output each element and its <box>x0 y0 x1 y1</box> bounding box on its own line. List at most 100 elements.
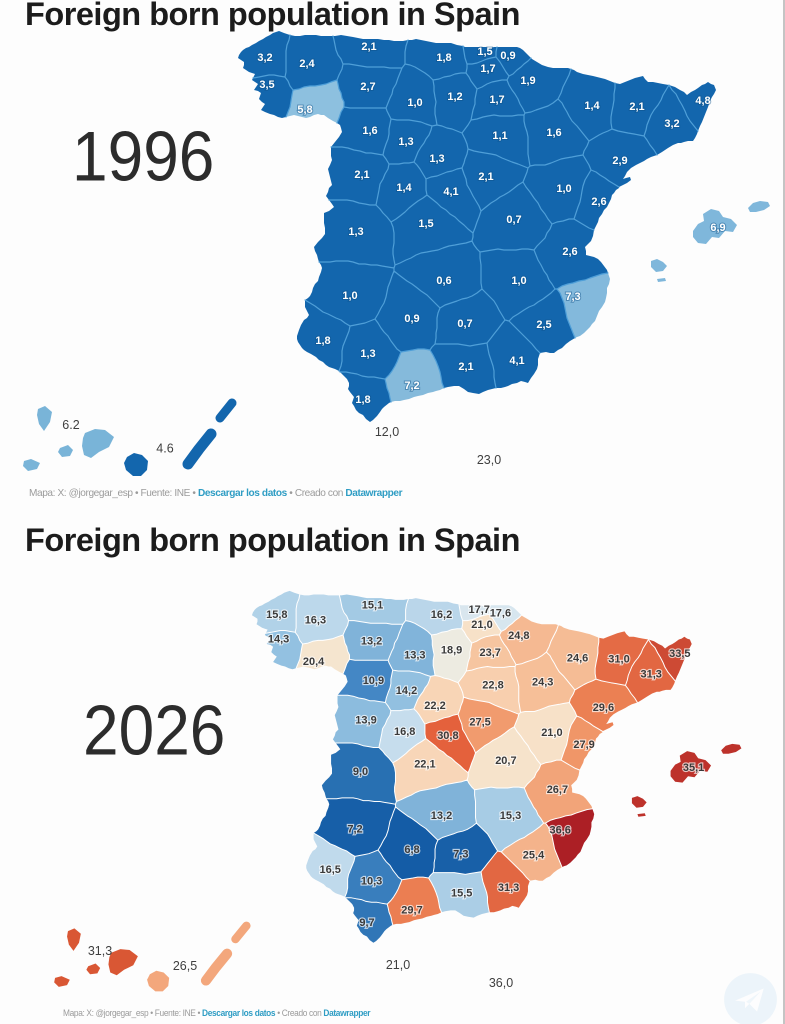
value-label-burgos-2026: 18,9 <box>441 644 462 656</box>
value-label-cuenca-1996: 0,7 <box>506 214 521 226</box>
datawrapper-link[interactable]: Datawrapper <box>323 1007 371 1019</box>
province-toledo-2026 <box>392 738 469 802</box>
value-label-girona-2026: 33,5 <box>669 648 690 660</box>
datawrapper-link[interactable]: Datawrapper <box>345 487 403 499</box>
province-salamanca-1996 <box>326 147 389 205</box>
value-label-granada-1996: 2,1 <box>458 361 473 373</box>
province-soria-2026 <box>458 666 521 715</box>
telegram-watermark-icon <box>724 973 777 1024</box>
province-soria-1996 <box>462 115 530 168</box>
footer-separator: • <box>134 487 139 499</box>
value-label-huesca-1996: 1,4 <box>584 100 600 112</box>
value-label-valladolid-2026: 14,2 <box>396 685 417 697</box>
value-label-lugo-2026: 16,3 <box>305 615 326 627</box>
province-huelva-2026 <box>306 833 355 897</box>
value-label-guadalajara-2026: 27,5 <box>469 716 490 728</box>
footer-separator: • <box>192 487 196 499</box>
map-1996-labels: 3,2 2,4 3,5 5,8 2,1 1,8 1,5 0,9 1,7 1,9 1,7 1,2 1,0 2… <box>62 40 726 467</box>
province-las_palmas-2026 <box>147 970 170 992</box>
province-zaragoza-1996 <box>524 99 589 166</box>
value-label-cordoba-1996: 0,9 <box>404 313 419 325</box>
value-label-malaga-1996: 7,2 <box>404 380 419 392</box>
province-tenerife_prov-1996 <box>37 406 52 431</box>
province-granada-2026 <box>428 871 490 918</box>
province-baleares-2026 <box>637 813 646 817</box>
province-cordoba-2026 <box>378 806 438 880</box>
value-label-badajoz-1996: 1,0 <box>342 290 357 302</box>
province-alicante-1996 <box>557 273 610 338</box>
province-borders-2026 <box>265 594 676 926</box>
value-label-bizkaia-1996: 1,5 <box>477 46 492 58</box>
province-jaen-2026 <box>433 823 498 875</box>
value-label-albacete-2026: 15,3 <box>500 810 521 822</box>
footer-separator: • <box>289 487 293 499</box>
paper-plane-fold <box>746 991 761 1004</box>
value-label-ourense-2026: 20,4 <box>303 656 325 668</box>
value-label-tenerife_prov-2026: 31,3 <box>88 944 112 958</box>
value-label-melilla-2026: 36,0 <box>489 976 513 990</box>
province-zaragoza-2026 <box>515 652 575 713</box>
value-label-palencia-1996: 1,0 <box>407 97 422 109</box>
footer-credit: Mapa: X: @jorgegar_esp • Fuente: INE • <box>63 1008 202 1019</box>
province-cuenca-2026 <box>467 726 541 790</box>
value-label-huesca-2026: 24,6 <box>567 652 588 664</box>
province-tenerife_prov-2026 <box>86 963 101 975</box>
value-label-madrid-1996: 4,1 <box>443 186 458 198</box>
province-caceres-2026 <box>321 743 397 805</box>
map-2026-shapes <box>54 590 742 992</box>
value-label-melilla-1996: 23,0 <box>477 453 501 467</box>
value-label-valencia-1996: 2,6 <box>562 246 577 258</box>
province-pontevedra-1996 <box>252 75 293 118</box>
value-label-teruel-1996: 1,0 <box>556 183 571 195</box>
value-label-salamanca-1996: 2,1 <box>354 169 369 181</box>
value-label-valencia-2026: 26,7 <box>547 784 568 796</box>
value-label-castellon-2026: 27,9 <box>573 739 594 751</box>
value-label-a_coruna-1996: 3,2 <box>257 52 272 64</box>
download-data-link[interactable]: Descargar los datos <box>202 1007 276 1019</box>
value-label-zamora-1996: 1,6 <box>362 125 377 137</box>
province-malaga-2026 <box>387 877 442 925</box>
province-lleida-2026 <box>595 631 649 686</box>
province-zamora-1996 <box>331 107 391 155</box>
value-label-teruel-2026: 21,0 <box>541 727 562 739</box>
value-label-asturias-2026: 15,1 <box>362 599 383 611</box>
province-baleares-1996 <box>693 209 737 244</box>
value-label-burgos-1996: 1,2 <box>447 91 462 103</box>
value-label-tarragona-2026: 29,6 <box>593 702 614 714</box>
province-a_coruna-2026 <box>251 590 300 634</box>
value-label-palencia-2026: 13,3 <box>404 650 425 662</box>
province-almeria-1996 <box>487 320 540 388</box>
province-a_coruna-1996 <box>238 31 290 78</box>
province-lugo-2026 <box>295 594 349 644</box>
footer-author-text: Mapa: X: @jorgegar_esp <box>29 487 133 499</box>
province-leon-1996 <box>337 64 402 108</box>
value-label-ourense-1996: 5,8 <box>297 104 312 116</box>
province-guadalajara-1996 <box>462 149 528 211</box>
watermark-circle <box>724 973 777 1024</box>
value-label-pontevedra-1996: 3,5 <box>259 79 274 91</box>
footer-author-text: Mapa: X: @jorgegar_esp <box>63 1007 149 1019</box>
footer-credit: Mapa: X: @jorgegar_esp • Fuente: INE • <box>29 488 198 499</box>
province-almeria-2026 <box>481 851 530 913</box>
footer-source-text: Fuente: INE <box>154 1007 196 1019</box>
province-burgos-2026 <box>431 628 472 683</box>
value-label-cordoba-2026: 6,8 <box>404 844 419 856</box>
value-label-rioja-2026: 23,7 <box>479 647 500 659</box>
value-label-alicante-2026: 36,6 <box>549 824 570 836</box>
paper-plane-icon <box>735 988 764 1012</box>
download-data-link[interactable]: Descargar los datos <box>197 487 287 499</box>
province-tenerife_prov-1996 <box>82 429 114 458</box>
value-label-rioja-1996: 1,7 <box>489 94 504 106</box>
value-label-badajoz-2026: 7,2 <box>347 823 362 835</box>
province-segovia-1996 <box>414 125 468 179</box>
province-castellon-2026 <box>561 716 603 770</box>
footer-created-text: Creado con <box>281 1007 322 1019</box>
province-las_palmas-1996 <box>124 453 148 476</box>
footer-separator: • <box>277 1007 280 1019</box>
footer-separator: • <box>197 1007 201 1019</box>
value-label-malaga-2026: 29,7 <box>401 904 422 916</box>
province-avila-1996 <box>376 162 427 222</box>
province-lleida-1996 <box>611 76 669 136</box>
province-tarragona-1996 <box>583 129 657 187</box>
